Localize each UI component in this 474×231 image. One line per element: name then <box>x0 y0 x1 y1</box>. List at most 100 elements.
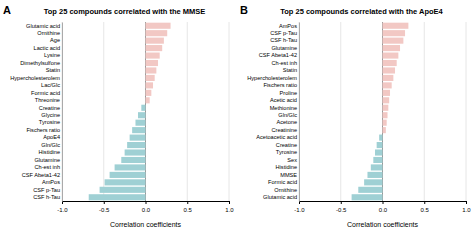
x-tick: 0.5 <box>421 201 430 213</box>
y-tick-label: Lactic acid <box>34 45 60 51</box>
y-tick-label: Methionine <box>270 105 297 111</box>
y-tick: Hypercholesterolem <box>247 75 297 81</box>
y-tick: Lactic acid <box>34 45 60 51</box>
y-tick: CSF Abeta1-42 <box>259 52 297 58</box>
bar <box>383 60 397 66</box>
y-tick-label: Acetic acid <box>270 97 297 103</box>
y-tick: Glutamic acid <box>26 23 60 29</box>
y-tick: Glutamic acid <box>263 194 297 200</box>
x-tick: -0.5 <box>99 201 110 213</box>
y-tick: Statin <box>46 67 60 73</box>
grid-line <box>340 22 341 201</box>
y-axis: Glutamic acidOrnithineAgeLactic acidLysi… <box>10 23 62 202</box>
y-tick-label: Glutamic acid <box>263 194 297 200</box>
bar <box>383 75 394 81</box>
bar <box>383 67 396 73</box>
y-tick: Tyrosine <box>39 119 60 125</box>
y-tick: Methionine <box>270 105 297 111</box>
grid-line <box>299 22 300 201</box>
grid-line <box>424 22 425 201</box>
y-tick: Glutamine <box>35 157 61 163</box>
y-tick: Statin <box>283 67 297 73</box>
bar <box>141 105 145 111</box>
y-tick-label: Creatine <box>276 142 297 148</box>
y-tick: Glutamine <box>272 45 298 51</box>
y-tick: Ornithine <box>37 30 60 36</box>
bar <box>146 45 163 51</box>
y-tick-label: Proline <box>280 90 297 96</box>
y-tick-label: Formic acid <box>31 90 60 96</box>
x-tick-mark <box>146 201 147 204</box>
grid-line <box>187 22 188 201</box>
bar <box>89 194 146 200</box>
y-tick: AmPos <box>42 179 60 185</box>
grid-line <box>466 22 467 201</box>
y-tick-label: Statin <box>283 67 297 73</box>
bar <box>377 142 383 148</box>
y-tick-label: Ch-est inh <box>35 164 61 170</box>
y-tick-label: Acetone <box>276 119 297 125</box>
y-tick-label: Glutamine <box>35 157 61 163</box>
panel: -1.0-0.50.00.51.0Glutamic acidOrnithineA… <box>3 4 234 228</box>
y-tick: Age <box>50 37 60 43</box>
y-tick-label: CSF h-Tau <box>270 37 297 43</box>
y-tick-label: Age <box>50 37 60 43</box>
y-tick: Ch-est inh <box>272 60 298 66</box>
bar <box>146 53 160 59</box>
x-tick-label: -0.5 <box>336 207 347 213</box>
y-tick: Gln/Glc <box>278 112 297 118</box>
x-tick-label: 0.5 <box>184 207 193 213</box>
y-tick-label: Histidine <box>276 164 297 170</box>
bar <box>146 90 152 96</box>
y-tick-label: Tyrosine <box>39 119 60 125</box>
y-tick: Hypercholesterolem <box>10 75 60 81</box>
x-tick-label: -0.5 <box>99 207 110 213</box>
x-tick-label: 0.5 <box>421 207 430 213</box>
bar <box>121 157 145 163</box>
y-tick: Acetoacetic acid <box>256 134 297 140</box>
x-tick: -0.5 <box>336 201 347 213</box>
y-tick-label: Ornithine <box>37 30 60 36</box>
y-tick: Fischers ratio <box>263 82 297 88</box>
y-tick-label: Dimethylsulfone <box>20 60 60 66</box>
y-tick-label: ApoE4 <box>43 134 60 140</box>
x-axis: -1.0-0.50.00.51.0 <box>57 201 234 213</box>
bar <box>383 97 390 103</box>
bars <box>89 23 171 201</box>
y-tick: Dimethylsulfone <box>20 60 60 66</box>
y-tick: Creatinine <box>272 127 298 133</box>
bar <box>127 142 145 148</box>
grid-line <box>62 22 63 201</box>
y-tick: Ornithine <box>274 187 297 193</box>
plot-area: -1.0-0.50.00.51.0Glutamic acidOrnithineA… <box>10 22 234 213</box>
y-tick: AmPos <box>279 23 297 29</box>
x-tick-label: -1.0 <box>294 207 305 213</box>
y-tick: Threonine <box>35 97 60 103</box>
bar <box>146 67 157 73</box>
title: Top 25 compounds correlated with the Apo… <box>280 7 443 16</box>
bar <box>383 23 409 29</box>
bar <box>352 194 383 200</box>
y-axis-line <box>62 23 63 202</box>
x-tick: 0.0 <box>379 201 388 213</box>
bar <box>130 135 146 141</box>
y-tick-label: Gln/Glc <box>278 112 297 118</box>
y-tick-label: Ornithine <box>274 187 297 193</box>
y-tick-label: Hypercholesterolem <box>247 75 297 81</box>
y-tick: Formic acid <box>268 179 297 185</box>
y-tick: Acetic acid <box>270 97 297 103</box>
x-tick-mark <box>466 201 467 204</box>
y-tick: CSF p-Tau <box>33 187 60 193</box>
x-tick-label: 0.0 <box>379 207 388 213</box>
y-tick-label: Glycine <box>41 112 60 118</box>
x-tick-mark <box>229 201 230 204</box>
y-tick: CSF h-Tau <box>33 194 60 200</box>
y-tick-label: Fischers ratio <box>26 127 60 133</box>
plot-area: -1.0-0.50.00.51.0AmPosCSF p-TauCSF h-Tau… <box>247 22 471 213</box>
y-tick-label: Tyrosine <box>276 149 297 155</box>
panel-label: B <box>240 4 248 16</box>
y-tick-label: MMSE <box>280 172 297 178</box>
x-tick-mark <box>187 201 188 204</box>
x-tick: 0.0 <box>142 201 151 213</box>
bar <box>371 164 383 170</box>
